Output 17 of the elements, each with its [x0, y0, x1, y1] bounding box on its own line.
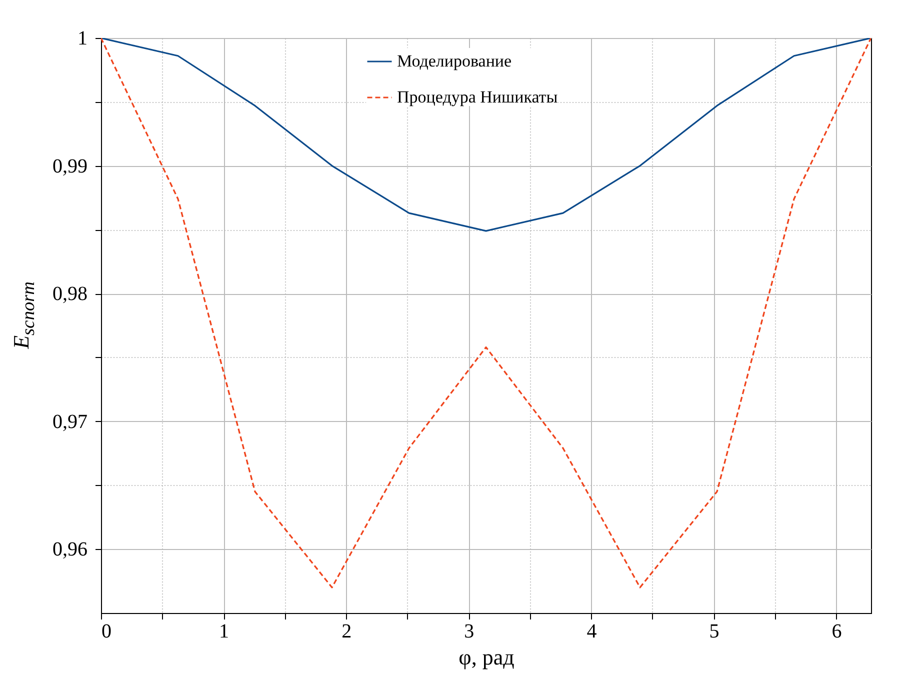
x-tick-label: 5 [709, 620, 720, 642]
x-tick-label: 3 [464, 620, 474, 642]
x-tick-label: 4 [586, 620, 597, 642]
line-series [101, 38, 871, 588]
y-tick-label: 0,97 [52, 410, 88, 433]
x-tick-label: 6 [832, 620, 842, 642]
y-tick-label: 0,98 [52, 283, 88, 306]
x-tick-label: 0 [102, 620, 112, 642]
x-tick-label: 1 [219, 620, 230, 642]
legend-label: Процедура Нишикаты [397, 88, 558, 106]
x-tick-label: 2 [342, 620, 352, 642]
y-tick-label: 0,99 [52, 155, 88, 178]
y-tick-label: 0,96 [52, 538, 88, 561]
y-tick-label: 1 [78, 28, 88, 50]
x-axis-title: φ, рад [458, 644, 514, 670]
line-series [101, 38, 871, 232]
legend-label: Моделирование [397, 52, 512, 70]
